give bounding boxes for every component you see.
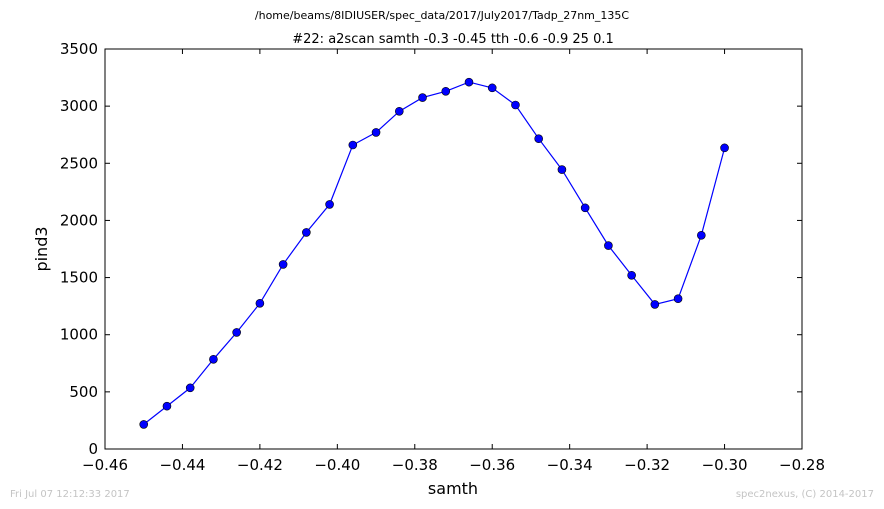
chart-suptitle: /home/beams/8IDIUSER/spec_data/2017/July… xyxy=(255,9,630,22)
data-point xyxy=(278,260,288,269)
footer-timestamp: Fri Jul 07 12:12:33 2017 xyxy=(10,489,130,500)
data-point xyxy=(325,200,334,209)
data-point xyxy=(185,383,195,393)
data-point xyxy=(232,328,241,337)
y-tick-label: 2000 xyxy=(60,211,98,229)
y-axis-label: pind3 xyxy=(32,226,51,271)
data-point xyxy=(302,228,311,237)
data-point xyxy=(209,354,218,364)
series-layer xyxy=(139,77,729,429)
data-point xyxy=(487,83,497,93)
x-axis: −0.46 −0.44 −0.42 −0.40 −0.38 −0.36 −0.34 −0.32… xyxy=(82,49,825,474)
data-point xyxy=(464,77,474,87)
y-axis: 0 500 1000 1500 2000 2500 3000 3500 xyxy=(60,40,802,458)
data-point xyxy=(673,294,683,304)
data-point xyxy=(139,420,149,429)
data-point xyxy=(720,143,729,153)
data-point xyxy=(441,86,451,96)
data-point xyxy=(511,100,520,110)
data-point xyxy=(255,298,265,308)
data-point xyxy=(394,106,404,116)
y-tick-label: 2500 xyxy=(60,154,98,172)
x-tick-label: −0.40 xyxy=(314,456,360,474)
data-point xyxy=(162,401,172,411)
data-point xyxy=(348,140,358,150)
y-tick-label: 3500 xyxy=(60,40,98,58)
x-axis-label: samth xyxy=(428,479,478,498)
x-tick-label: −0.38 xyxy=(392,456,438,474)
x-tick-label: −0.28 xyxy=(779,456,825,474)
data-point xyxy=(650,300,660,309)
x-tick-label: −0.44 xyxy=(159,456,205,474)
y-tick-label: 3000 xyxy=(60,97,98,115)
data-point xyxy=(697,230,706,240)
plot-area-frame xyxy=(104,48,803,450)
data-point xyxy=(580,203,590,213)
y-tick-label: 500 xyxy=(69,383,98,401)
y-tick-label: 1500 xyxy=(60,269,98,287)
x-tick-label: −0.42 xyxy=(237,456,283,474)
y-tick-label: 0 xyxy=(88,440,98,458)
x-tick-label: −0.30 xyxy=(702,456,748,474)
chart-title: #22: a2scan samth -0.3 -0.45 tth -0.6 -0… xyxy=(292,32,614,47)
data-point xyxy=(557,165,567,174)
y-tick-label: 1000 xyxy=(60,326,98,344)
data-point xyxy=(534,134,543,144)
x-tick-label: −0.32 xyxy=(624,456,670,474)
x-tick-label: −0.46 xyxy=(82,456,128,474)
x-tick-label: −0.34 xyxy=(547,456,593,474)
data-point xyxy=(627,270,636,280)
x-tick-label: −0.36 xyxy=(469,456,515,474)
data-point xyxy=(604,241,613,250)
data-point xyxy=(418,93,427,102)
footer-credit: spec2nexus, (C) 2014-2017 xyxy=(735,489,874,500)
data-point xyxy=(371,128,381,137)
series-line xyxy=(143,81,726,425)
